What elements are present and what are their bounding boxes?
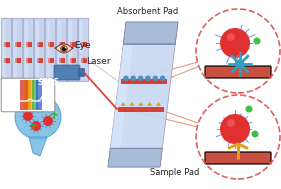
FancyBboxPatch shape	[1, 18, 12, 82]
Polygon shape	[130, 102, 135, 106]
Bar	[37, 42, 42, 47]
Circle shape	[60, 45, 68, 53]
FancyBboxPatch shape	[25, 21, 28, 79]
FancyBboxPatch shape	[58, 21, 61, 79]
Bar	[80, 42, 87, 47]
FancyBboxPatch shape	[47, 21, 50, 79]
FancyBboxPatch shape	[69, 21, 72, 79]
Bar	[36, 80, 42, 110]
Circle shape	[153, 76, 158, 81]
Bar	[80, 58, 87, 63]
FancyBboxPatch shape	[78, 68, 85, 77]
Circle shape	[246, 105, 253, 112]
Polygon shape	[138, 102, 143, 106]
Bar	[15, 58, 21, 63]
Bar	[26, 42, 31, 47]
FancyBboxPatch shape	[12, 18, 23, 82]
Bar	[3, 58, 10, 63]
Circle shape	[220, 28, 250, 58]
Circle shape	[62, 47, 66, 51]
FancyBboxPatch shape	[36, 21, 39, 79]
Bar	[58, 58, 65, 63]
Text: Laser: Laser	[86, 57, 110, 66]
Polygon shape	[147, 102, 152, 106]
Bar	[47, 42, 53, 47]
Circle shape	[227, 33, 235, 41]
Polygon shape	[118, 107, 164, 112]
Circle shape	[31, 121, 41, 131]
Text: Sample Pad: Sample Pad	[150, 168, 200, 177]
Circle shape	[160, 76, 166, 81]
Bar	[20, 80, 29, 110]
Bar	[47, 58, 53, 63]
Circle shape	[196, 95, 280, 179]
Polygon shape	[108, 148, 162, 167]
Text: Eye: Eye	[74, 40, 91, 50]
Circle shape	[253, 37, 260, 44]
Polygon shape	[123, 22, 178, 44]
FancyBboxPatch shape	[34, 18, 45, 82]
FancyBboxPatch shape	[1, 78, 55, 112]
FancyBboxPatch shape	[67, 18, 78, 82]
Circle shape	[65, 47, 66, 48]
Ellipse shape	[23, 108, 33, 115]
Circle shape	[43, 116, 53, 126]
Text: Absorbent Pad: Absorbent Pad	[117, 7, 179, 16]
Polygon shape	[121, 102, 126, 106]
Circle shape	[145, 76, 151, 81]
Bar	[24, 80, 31, 110]
FancyBboxPatch shape	[54, 65, 80, 80]
Polygon shape	[108, 22, 136, 167]
Circle shape	[251, 130, 259, 138]
Bar	[15, 42, 21, 47]
Bar	[28, 80, 34, 110]
FancyBboxPatch shape	[78, 18, 89, 82]
Bar	[3, 42, 10, 47]
Polygon shape	[108, 22, 178, 167]
Polygon shape	[156, 102, 161, 106]
FancyBboxPatch shape	[205, 152, 271, 164]
FancyBboxPatch shape	[23, 18, 34, 82]
FancyBboxPatch shape	[14, 21, 17, 79]
Ellipse shape	[15, 95, 61, 139]
Circle shape	[130, 76, 136, 81]
Circle shape	[196, 9, 280, 93]
Bar	[32, 80, 38, 110]
FancyBboxPatch shape	[80, 21, 83, 79]
Circle shape	[220, 114, 250, 144]
Circle shape	[235, 60, 244, 68]
Circle shape	[123, 76, 129, 81]
FancyBboxPatch shape	[45, 18, 56, 82]
Bar	[26, 58, 31, 63]
FancyBboxPatch shape	[205, 66, 271, 78]
Text: SERS: SERS	[38, 78, 60, 87]
Circle shape	[227, 119, 235, 127]
FancyBboxPatch shape	[3, 21, 6, 79]
Bar	[69, 42, 76, 47]
Circle shape	[138, 76, 143, 81]
Circle shape	[35, 101, 45, 111]
FancyBboxPatch shape	[56, 18, 67, 82]
Polygon shape	[121, 79, 167, 84]
Circle shape	[23, 111, 33, 121]
Bar	[37, 58, 42, 63]
Polygon shape	[29, 137, 47, 156]
Bar	[69, 58, 76, 63]
Bar	[58, 42, 65, 47]
